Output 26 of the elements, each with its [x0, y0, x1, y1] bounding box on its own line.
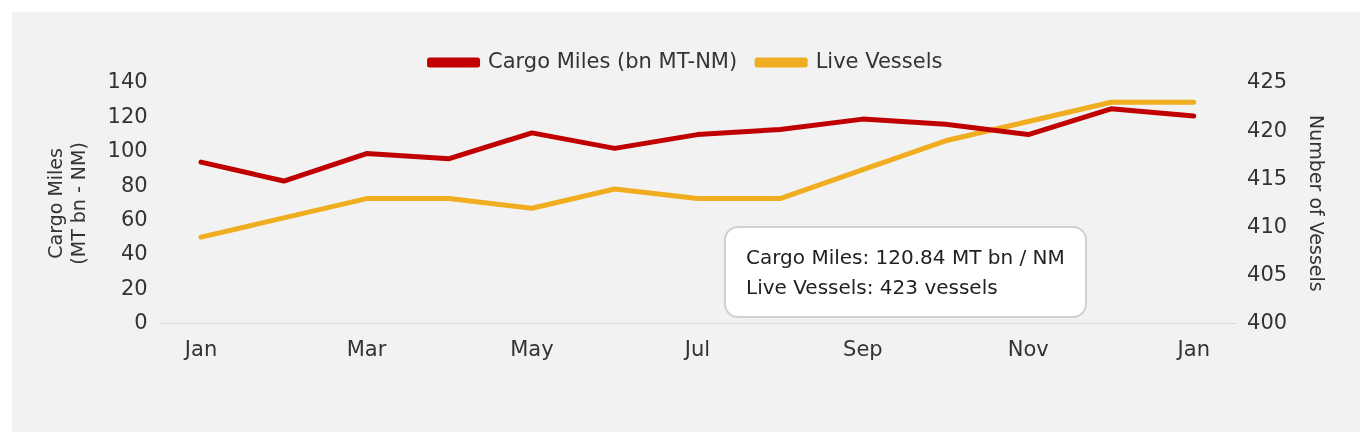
y-tick-label: 20 — [120, 275, 148, 300]
legend-label: Cargo Miles (bn MT-NM) — [488, 48, 738, 73]
y2-tick-label: 410 — [1247, 213, 1288, 238]
y2-tick-label: 405 — [1247, 262, 1288, 287]
y-tick-label: 120 — [107, 103, 148, 128]
y-tick-label: 0 — [134, 310, 148, 335]
y-axis-title: Cargo Miles (MT bn - NM) — [44, 142, 90, 265]
annotation: Cargo Miles: 120.84 MT bn / NM Live Vessels: 423 vessels — [724, 226, 1087, 318]
x-tick-label: Mar — [346, 336, 387, 361]
legend-label: Live Vessels — [815, 48, 943, 73]
y2-tick-label: 415 — [1247, 165, 1288, 190]
y2-axis-title: Number of Vessels — [1305, 115, 1328, 292]
y2-tick-label: 425 — [1247, 69, 1288, 94]
x-tick-label: May — [510, 336, 554, 361]
x-tick-label: Jan — [182, 336, 218, 361]
x-tick-label: Jul — [682, 336, 711, 361]
y-tick-label: 100 — [107, 138, 148, 163]
x-tick-label: Sep — [843, 336, 883, 361]
y-tick-label: 40 — [120, 241, 148, 266]
y2-tick-label: 400 — [1247, 310, 1288, 335]
x-tick-label: Jan — [1175, 336, 1210, 361]
y-tick-label: 60 — [120, 207, 148, 232]
y-tick-label: 140 — [107, 69, 148, 94]
y2-tick-label: 420 — [1247, 117, 1288, 142]
x-tick-label: Nov — [1007, 336, 1049, 361]
y-tick-label: 80 — [120, 172, 148, 197]
